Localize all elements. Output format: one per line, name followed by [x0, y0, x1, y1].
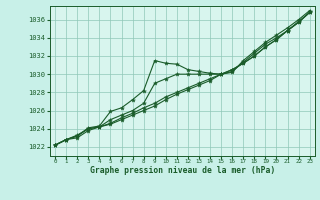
X-axis label: Graphe pression niveau de la mer (hPa): Graphe pression niveau de la mer (hPa) — [90, 166, 275, 175]
